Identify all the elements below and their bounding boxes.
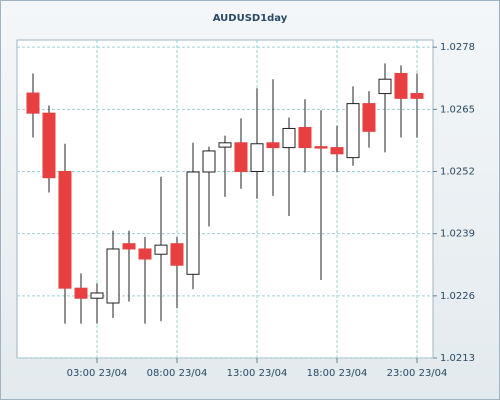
candle-body: [346, 103, 360, 159]
candle-body: [186, 171, 200, 275]
candle-body: [330, 147, 344, 155]
candle-body: [90, 292, 104, 299]
candle-body: [106, 248, 120, 304]
candle-body: [410, 93, 424, 99]
candle-body: [202, 150, 216, 173]
candle-body: [74, 287, 88, 299]
x-tick-label: 03:00 23/04: [67, 368, 128, 379]
candle-body: [122, 243, 136, 250]
candle-body: [154, 244, 168, 255]
y-tick-label: 1.0265: [440, 104, 475, 115]
y-tick-label: 1.0213: [440, 353, 475, 364]
chart-title: AUDUSD1day: [213, 13, 288, 24]
candle-body: [314, 146, 328, 149]
x-tick-label: 23:00 23/04: [387, 368, 448, 379]
candle-body: [362, 103, 376, 132]
plot-area: [16, 39, 434, 359]
candle-body: [234, 142, 248, 173]
x-tick-label: 18:00 23/04: [307, 368, 368, 379]
candle-body: [266, 142, 280, 149]
candle-body: [218, 142, 232, 148]
candle-body: [170, 243, 184, 266]
candle-body: [58, 171, 72, 289]
candle-body: [42, 112, 56, 179]
y-tick-label: 1.0226: [440, 291, 475, 302]
x-tick-label: 13:00 23/04: [227, 368, 288, 379]
y-tick-label: 1.0239: [440, 229, 475, 240]
x-tick-label: 08:00 23/04: [147, 368, 208, 379]
y-tick-label: 1.0252: [440, 167, 475, 178]
candle-body: [282, 127, 296, 149]
candle-body: [298, 127, 312, 149]
candle-body: [394, 72, 408, 99]
candle-body: [250, 143, 264, 173]
candle-body: [26, 92, 40, 114]
y-tick-label: 1.0278: [440, 42, 475, 53]
candle-body: [378, 78, 392, 95]
candle-body: [138, 248, 152, 260]
